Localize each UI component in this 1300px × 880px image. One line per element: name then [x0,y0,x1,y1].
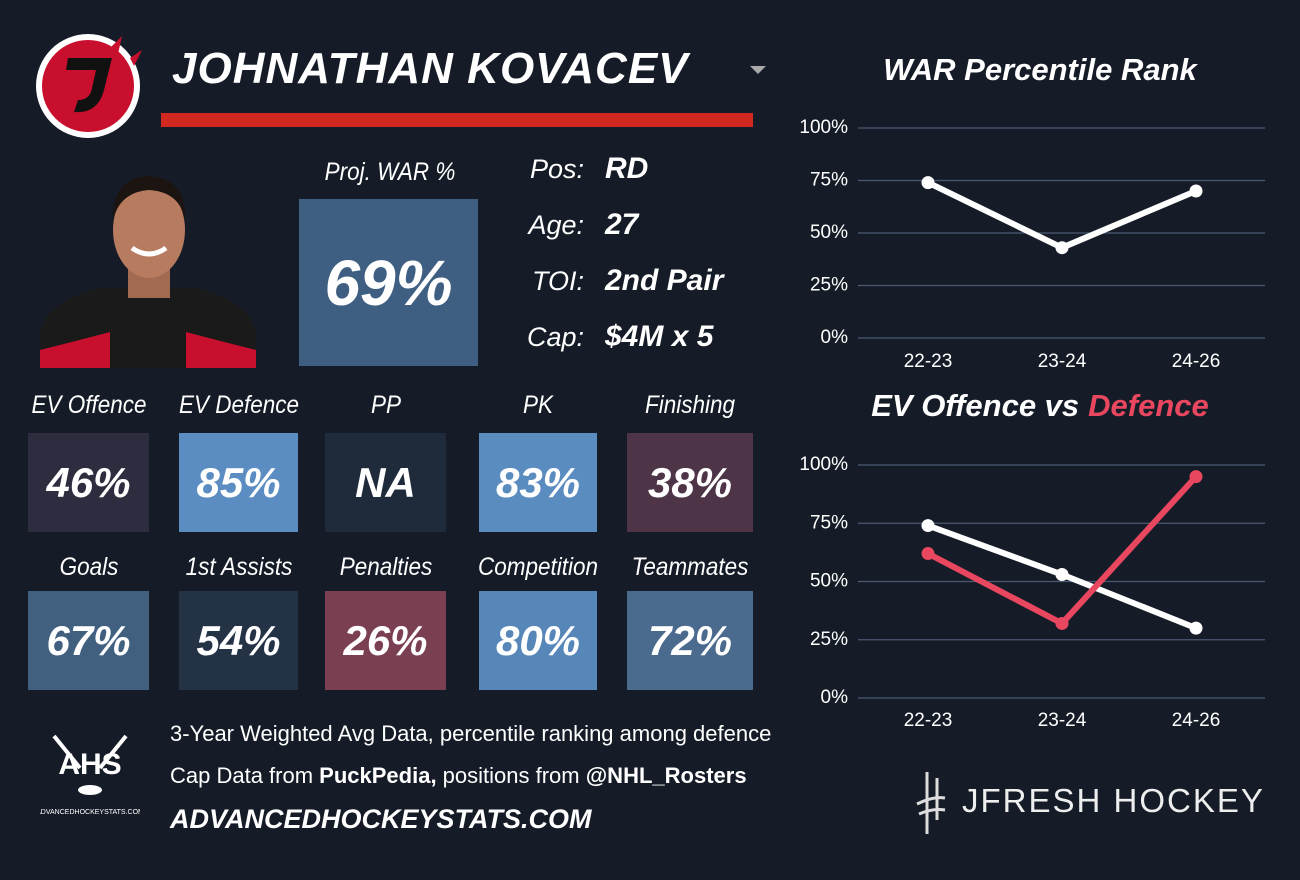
y-tick-label: 0% [821,327,849,348]
dropdown-arrow[interactable] [748,64,768,76]
tile-label: EV Offence [30,391,147,419]
chart-title: EV Offence vs Defence [871,388,1209,423]
bio-value: $4M x 5 [605,320,714,353]
y-tick-label: 75% [810,170,848,191]
name-underline [161,113,753,127]
ahs-logo-text: AHS [58,748,121,781]
player-photo [40,176,256,368]
cap-source: PuckPedia, [319,763,437,788]
bio-value: 27 [605,208,639,241]
tile-label: Competition [477,553,599,581]
chart-title-text: WAR Percentile Rank [883,52,1198,87]
player-name: JOHNATHAN KOVACEV [172,44,689,93]
bio-label: Cap: [526,322,584,352]
y-tick-label: 75% [810,512,848,533]
data-point [1055,616,1069,630]
y-tick-label: 100% [799,454,848,475]
cap-prefix: Cap Data from [170,763,320,788]
y-tick-label: 50% [810,222,848,243]
bio-value: 2nd Pair [605,264,724,297]
stat-tile: 46% [28,433,149,532]
x-tick-label: 24-26 [1172,351,1221,372]
tile-label: Finishing [644,391,736,419]
chart-title-text: EV Offence vs [871,388,1079,423]
footer-sources: Cap Data from PuckPedia, positions from … [170,763,747,789]
data-point [1189,184,1203,198]
x-tick-label: 22-23 [904,351,953,372]
y-tick-label: 100% [799,117,848,138]
stat-tile: 38% [627,433,753,532]
stat-tile: 83% [479,433,597,532]
tile-label: Penalties [339,553,432,581]
chart-title: WAR Percentile Rank [883,52,1198,87]
ahs-logo: AHS ADVANCEDHOCKEYSTATS.COM [40,734,140,816]
pos-source: @NHL_Rosters [585,763,747,788]
data-point [1189,470,1203,484]
data-point [921,547,935,561]
data-point [1055,241,1069,255]
data-point [1189,621,1203,635]
tile-label: Goals [59,553,118,581]
y-tick-label: 25% [810,275,848,296]
data-point [921,176,935,190]
brand: JFRESH HOCKEY [962,782,1265,819]
projection-tile: 69% [299,199,478,366]
website: ADVANCEDHOCKEYSTATS.COM [170,804,592,834]
data-point [921,519,935,533]
projection-label: Proj. WAR % [324,158,456,186]
stat-tile: 80% [479,591,597,690]
bio-label: TOI: [531,266,584,296]
team-logo [36,34,142,138]
tile-label: 1st Assists [185,553,292,581]
x-tick-label: 24-26 [1172,710,1221,731]
series-line [926,179,1198,251]
y-tick-label: 0% [821,687,849,708]
bio-label: Pos: [529,154,584,184]
tile-label: PP [370,391,401,419]
tile-label: PK [522,391,554,419]
y-tick-label: 50% [810,571,848,592]
brand-logo [916,772,946,834]
y-tick-label: 25% [810,629,848,650]
series-line [926,474,1199,627]
bio-value: RD [605,152,649,185]
x-tick-label: 23-24 [1038,351,1087,372]
stat-tile: 85% [179,433,298,532]
stat-tile: 26% [325,591,446,690]
stat-tile: 72% [627,591,753,690]
stat-tile: 67% [28,591,149,690]
x-tick-label: 22-23 [904,710,953,731]
stat-tile: NA [325,433,446,532]
chart-title-highlight: Defence [1088,388,1209,423]
stat-tile: 54% [179,591,298,690]
ahs-logo-small: ADVANCEDHOCKEYSTATS.COM [40,809,140,816]
data-point [1055,568,1069,582]
x-tick-label: 23-24 [1038,710,1087,731]
pos-prefix: positions from [436,763,586,788]
bio-label: Age: [528,210,584,240]
tile-label: Teammates [631,553,749,581]
footer-note: 3-Year Weighted Avg Data, percentile ran… [170,721,772,746]
tile-label: EV Defence [178,391,299,419]
